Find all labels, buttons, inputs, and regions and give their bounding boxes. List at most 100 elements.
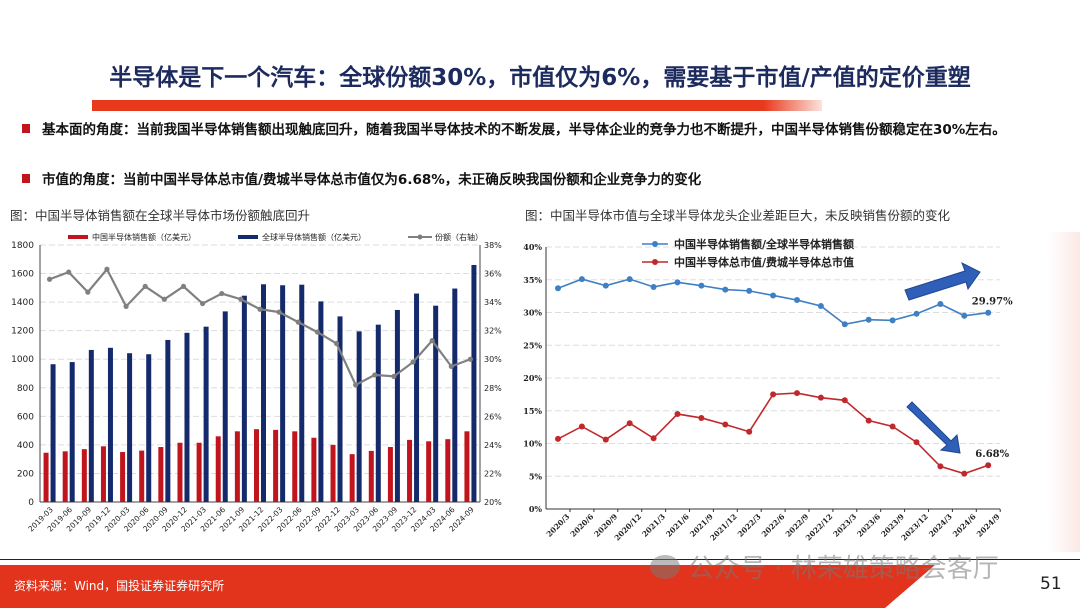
china-sales-bar [254,429,259,502]
bullet-market-cap: 市值的角度：当前中国半导体总市值/费城半导体总市值仅为6.68%，未正确反映我国… [22,168,1062,192]
x-tick-label: 2022/3 [736,512,763,539]
legend-marker [652,241,658,247]
share-point [104,266,110,272]
bullet-text: 市值的角度：当前中国半导体总市值/费城半导体总市值仅为6.68%，未正确反映我国… [42,172,702,188]
x-tick-label: 2021/3 [640,512,667,539]
y-tick-label: 10% [523,439,542,449]
global-sales-bar [165,339,171,502]
share-point [161,296,167,302]
legend-label-china: 中国半导体销售额（亿美元） [92,232,196,242]
china-sales-bar [273,429,279,502]
china-sales-bar [387,447,393,502]
y-tick-label: 40% [523,242,542,252]
decorative-corner [1048,232,1080,552]
share-sales-line-point [841,321,848,328]
legend-label: 中国半导体总市值/费城半导体总市值 [674,255,854,269]
share-point [180,283,187,290]
y-tick-label-right: 24% [484,441,502,450]
y-tick-label: 0% [529,504,543,514]
global-sales-bar [107,347,113,502]
china-sales-bar [62,451,68,502]
bullet-square-icon [22,174,30,183]
china-sales-bar [426,441,432,502]
y-tick-label: 30% [523,308,542,318]
share-marketcap-line-point [746,428,753,435]
legend-swatch-global [238,235,258,239]
wechat-icon [650,554,680,579]
left-chart-caption: 图：中国半导体销售额在全球半导体市场份额触底回升 [10,208,311,223]
share-sales-line-point [937,300,944,307]
bullet-fundamentals: 基本面的角度：当前我国半导体销售额出现触底回升，随着我国半导体技术的不断发展，半… [22,118,1062,142]
share-sales-line-point [913,310,920,317]
global-sales-bar [146,354,152,502]
share-sales-line-point [889,317,896,324]
y-tick-label-right: 20% [484,498,502,507]
share-point [410,359,416,365]
china-sales-bar [234,431,240,502]
share-marketcap-line-point [961,470,968,477]
data-label: 6.68% [975,449,1009,460]
global-sales-bar [241,295,247,502]
global-sales-bar [88,349,94,502]
x-tick-label: 2020/3 [545,512,572,539]
y-tick-label: 35% [523,275,542,285]
global-sales-bar [50,364,56,502]
share-sales-line-point [626,276,633,283]
y-tick-label-left: 800 [17,384,34,394]
share-marketcap-line-point [985,462,992,469]
y-tick-label: 15% [523,406,542,416]
y-tick-label-right: 26% [484,412,502,421]
share-marketcap-line-point [698,414,705,421]
watermark: 公众号 · 林荣雄策略会客厅 [650,548,999,585]
china-sales-bar [196,442,202,502]
y-tick-label-right: 34% [484,298,502,307]
share-marketcap-line-point [794,390,800,397]
y-tick-label-left: 1400 [11,298,34,308]
share-point [142,283,148,290]
china-sales-bar [330,444,336,502]
y-tick-label-left: 1600 [11,270,34,280]
global-sales-bar [280,285,286,502]
share-sales-line-point [961,312,968,319]
share-marketcap-line-point [889,423,896,430]
legend-label-global: 全球半导体销售额（亿美元） [262,232,366,242]
y-tick-label-left: 400 [17,441,34,451]
china-sales-bar [43,452,49,502]
share-point [257,306,263,312]
china-sales-bar [100,446,106,502]
legend-swatch-china [68,235,88,239]
share-sales-line-point [817,302,824,309]
arrow-down-right-icon [906,401,961,454]
title-underline-bar [92,100,822,111]
share-point [333,340,340,347]
share-marketcap-line-point [841,397,848,404]
share-marketcap-line-point [650,435,657,442]
global-sales-bar [184,332,190,502]
right-chart-caption: 图：中国半导体市值与全球半导体龙头企业差距巨大，未反映销售份额的变化 [525,208,951,223]
share-marketcap-line-point [722,421,729,428]
share-marketcap-line-point [578,423,585,430]
share-marketcap-line [557,392,989,475]
y-tick-label-right: 28% [484,384,502,393]
share-sales-line-point [770,292,777,299]
china-sales-bar [407,439,413,502]
share-sales-line-point [650,283,657,290]
share-point [372,372,378,378]
global-sales-bar [375,324,381,502]
footer-rule [0,559,1080,560]
y-tick-label: 20% [523,373,542,383]
y-tick-label: 5% [529,471,543,481]
y-tick-label-right: 22% [484,469,502,478]
china-sales-bar [139,450,145,502]
share-point [429,338,435,344]
y-tick-label-left: 1800 [11,241,34,251]
bullet-square-icon [22,124,30,133]
share-marketcap-line-point [626,420,633,427]
china-sales-bar [349,454,355,502]
share-sales-line-point [578,276,585,283]
y-tick-label-right: 30% [484,355,502,364]
share-sales-line-point [555,285,561,292]
share-point [66,269,72,275]
china-sales-bar [368,450,374,502]
legend-label-share: 份额（右轴） [435,232,483,242]
